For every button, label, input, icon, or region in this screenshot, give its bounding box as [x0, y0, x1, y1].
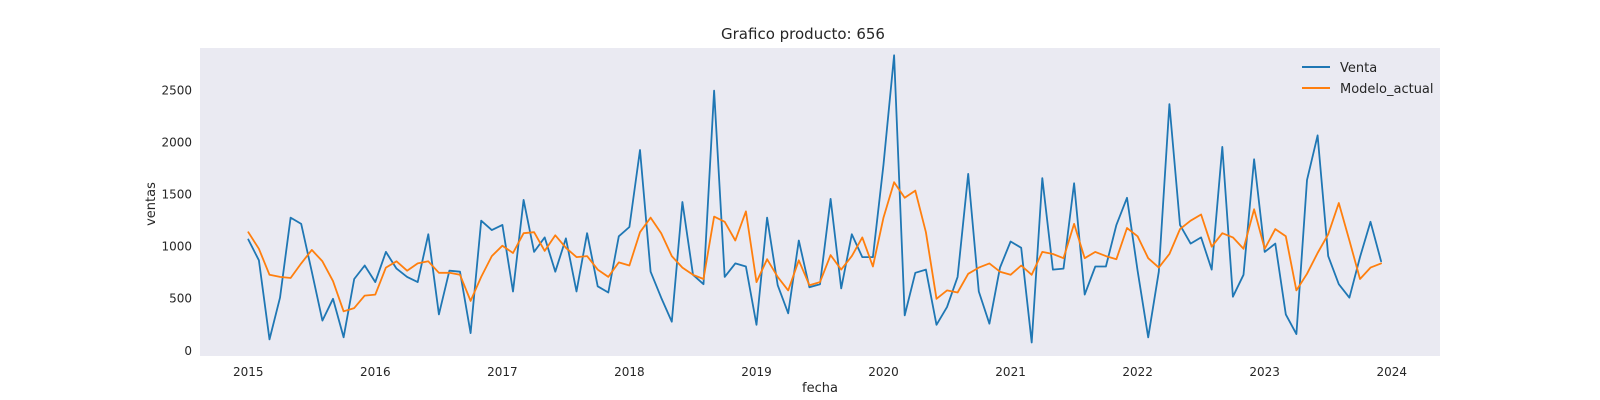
plot-area	[200, 48, 1440, 356]
y-axis-ticks: 0 500 1000 1500 2000 2500	[161, 84, 192, 358]
legend-label-venta: Venta	[1340, 61, 1377, 76]
y-tick-label: 0	[184, 344, 192, 358]
x-tick-label: 2024	[1376, 365, 1407, 379]
legend-label-modelo-actual: Modelo_actual	[1340, 82, 1434, 97]
series-line-modelo-actual	[247, 181, 1382, 313]
y-tick-label: 1000	[161, 240, 192, 254]
legend: Venta Modelo_actual	[1302, 61, 1434, 97]
chart-title: Grafico producto: 656	[721, 25, 885, 43]
series-layer	[247, 54, 1382, 344]
y-tick-label: 2000	[161, 136, 192, 150]
x-axis-label: fecha	[802, 381, 838, 396]
series-line-venta	[247, 54, 1382, 344]
x-tick-label: 2017	[487, 365, 518, 379]
x-tick-label: 2015	[233, 365, 264, 379]
x-tick-label: 2022	[1122, 365, 1153, 379]
x-tick-label: 2020	[868, 365, 899, 379]
x-tick-label: 2019	[741, 365, 772, 379]
x-tick-label: 2018	[614, 365, 645, 379]
y-axis-label: ventas	[144, 182, 159, 226]
y-tick-label: 2500	[161, 84, 192, 98]
x-tick-label: 2023	[1249, 365, 1280, 379]
y-tick-label: 1500	[161, 188, 192, 202]
y-tick-label: 500	[169, 292, 192, 306]
x-tick-label: 2021	[995, 365, 1026, 379]
x-tick-label: 2016	[360, 365, 391, 379]
x-axis-ticks: 2015 2016 2017 2018 2019 2020 2021 2022 2023 2024	[233, 365, 1407, 379]
